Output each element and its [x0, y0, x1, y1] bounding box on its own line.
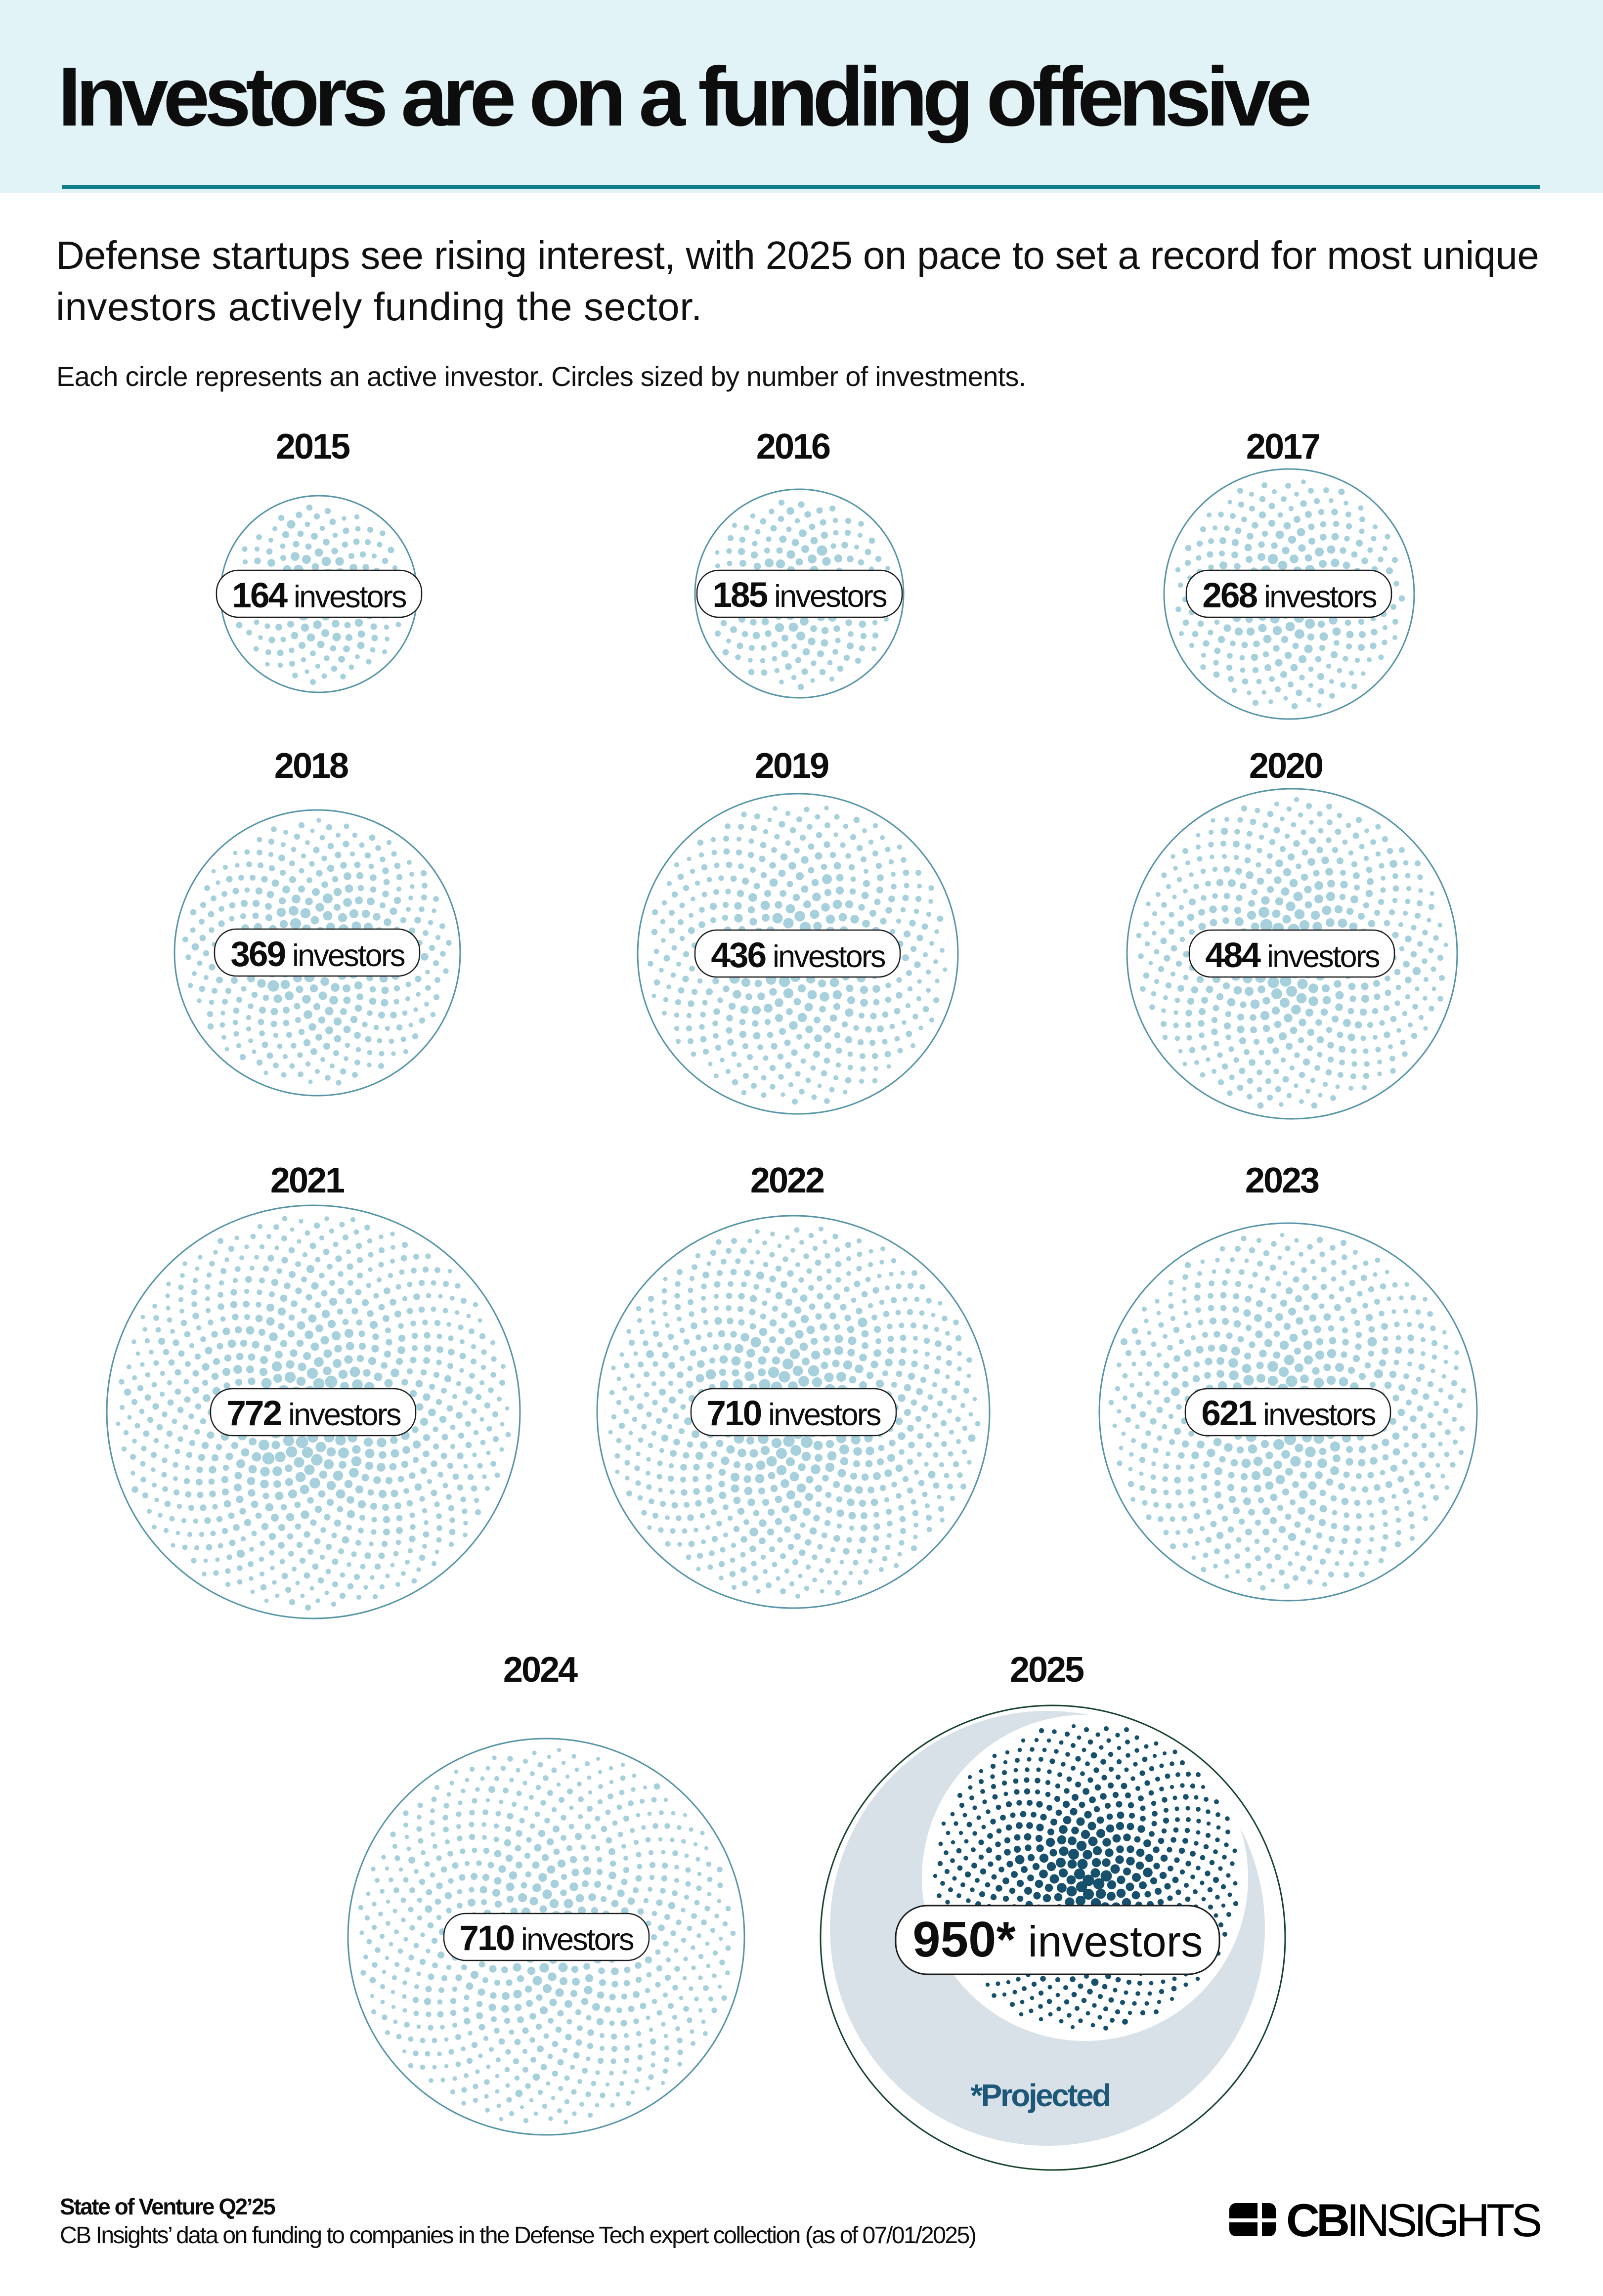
svg-text:710 investors: 710 investors [459, 1919, 634, 1958]
svg-text:369 investors: 369 investors [230, 935, 405, 974]
svg-text:2017: 2017 [1246, 427, 1319, 467]
svg-text:164 investors: 164 investors [232, 576, 406, 615]
svg-text:436 investors: 436 investors [711, 936, 885, 975]
svg-text:2016: 2016 [756, 427, 830, 467]
svg-text:484 investors: 484 investors [1205, 936, 1380, 975]
svg-text:621 investors: 621 investors [1201, 1394, 1376, 1433]
svg-text:Each circle represents an acti: Each circle represents an active investo… [56, 361, 1026, 392]
svg-text:2022: 2022 [750, 1161, 824, 1200]
svg-text:2019: 2019 [755, 746, 828, 786]
svg-text:2025: 2025 [1010, 1650, 1084, 1690]
svg-text:710 investors: 710 investors [706, 1394, 881, 1433]
svg-text:investors actively funding the: investors actively funding the sector. [56, 285, 702, 329]
svg-text:Investors are on a funding off: Investors are on a funding offensive [58, 50, 1309, 144]
svg-text:772 investors: 772 investors [226, 1394, 401, 1433]
svg-text:2015: 2015 [276, 427, 350, 467]
svg-text:2021: 2021 [270, 1161, 345, 1200]
svg-text:2023: 2023 [1245, 1161, 1319, 1200]
svg-text:2018: 2018 [274, 746, 348, 786]
svg-text:268 investors: 268 investors [1202, 576, 1377, 615]
svg-text:Defense startups see rising in: Defense startups see rising interest, wi… [56, 233, 1539, 277]
svg-text:185 investors: 185 investors [712, 576, 887, 615]
svg-text:2024: 2024 [503, 1650, 578, 1690]
svg-text:2020: 2020 [1249, 746, 1323, 786]
